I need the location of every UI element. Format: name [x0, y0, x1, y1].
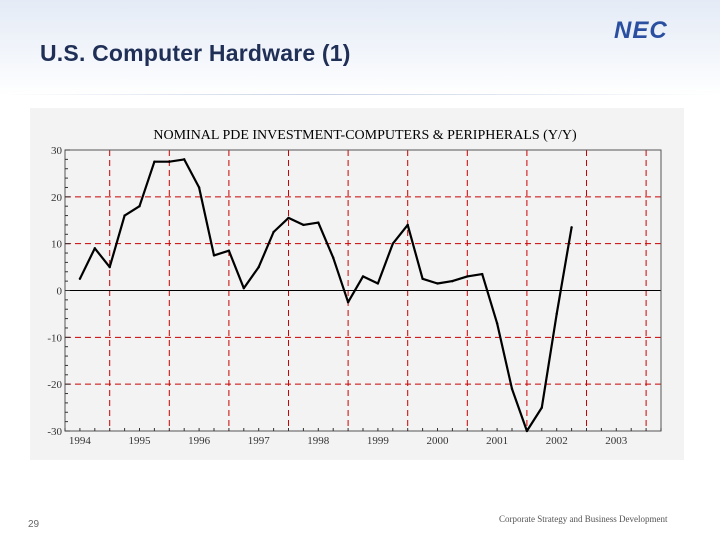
data-point [466, 275, 469, 278]
data-point [302, 223, 305, 227]
data-point [93, 247, 96, 250]
data-point [481, 272, 484, 276]
x-tick-label: 1996 [188, 435, 211, 447]
data-point [570, 226, 573, 229]
line-chart: NOMINAL PDE INVESTMENT-COMPUTERS & PERIP… [47, 128, 662, 447]
y-tick-label: 10 [51, 239, 63, 251]
page-number: 29 [28, 519, 40, 530]
x-tick-label: 2001 [486, 435, 508, 447]
data-point [227, 249, 231, 252]
data-point [376, 282, 380, 285]
data-point [168, 160, 171, 163]
header-band [0, 0, 720, 95]
data-point [272, 230, 275, 234]
x-tick-label: 1997 [248, 435, 271, 447]
data-point [257, 265, 260, 269]
data-point [153, 160, 156, 163]
y-tick-label: 0 [57, 286, 63, 298]
data-point [510, 387, 514, 391]
data-point [138, 205, 141, 208]
slide-title: U.S. Computer Hardware (1) [40, 40, 351, 66]
y-tick-label: 30 [51, 145, 63, 157]
y-tick-label: -30 [47, 426, 62, 438]
chart-axes [64, 149, 662, 432]
data-point [421, 277, 424, 280]
x-tick-label: 2000 [427, 435, 450, 447]
y-tick-label: -20 [47, 379, 62, 391]
data-point [108, 265, 111, 269]
data-point [317, 221, 320, 224]
chart-title: NOMINAL PDE INVESTMENT-COMPUTERS & PERIP… [153, 128, 577, 143]
data-point [361, 275, 365, 278]
data-point [287, 216, 290, 220]
data-point [495, 322, 499, 325]
data-point [346, 301, 350, 304]
data-point [540, 406, 543, 409]
data-point [78, 277, 82, 280]
data-point [406, 223, 409, 227]
data-point [525, 429, 529, 433]
data-point [183, 158, 186, 161]
nec-logo: NEC [614, 17, 668, 44]
chart-panel: NOMINAL PDE INVESTMENT-COMPUTERS & PERIP… [30, 108, 684, 460]
y-tick-label: 20 [51, 192, 63, 204]
chart-series [78, 158, 573, 433]
x-tick-label: 2002 [546, 435, 568, 447]
x-tick-label: 1995 [129, 435, 152, 447]
x-tick-label: 2003 [605, 435, 628, 447]
data-point [212, 254, 216, 257]
chart-tick-labels: 30 20 10 0 -10 -20 -30 1994 1995 1996 1997 1998 1999… [47, 145, 627, 447]
data-point [242, 286, 245, 290]
x-tick-label: 1994 [69, 435, 92, 447]
x-tick-label: 1999 [367, 435, 390, 447]
data-point [123, 214, 126, 217]
x-tick-label: 1998 [307, 435, 330, 447]
footer-text: Corporate Strategy and Business Developm… [499, 514, 668, 524]
data-point [436, 282, 439, 285]
data-point [391, 242, 394, 245]
data-point [555, 312, 558, 316]
data-point [451, 279, 454, 283]
y-tick-label: -10 [47, 332, 62, 344]
header-divider [0, 94, 720, 95]
series-line [78, 158, 573, 433]
data-point [197, 186, 201, 189]
data-point [332, 256, 335, 259]
